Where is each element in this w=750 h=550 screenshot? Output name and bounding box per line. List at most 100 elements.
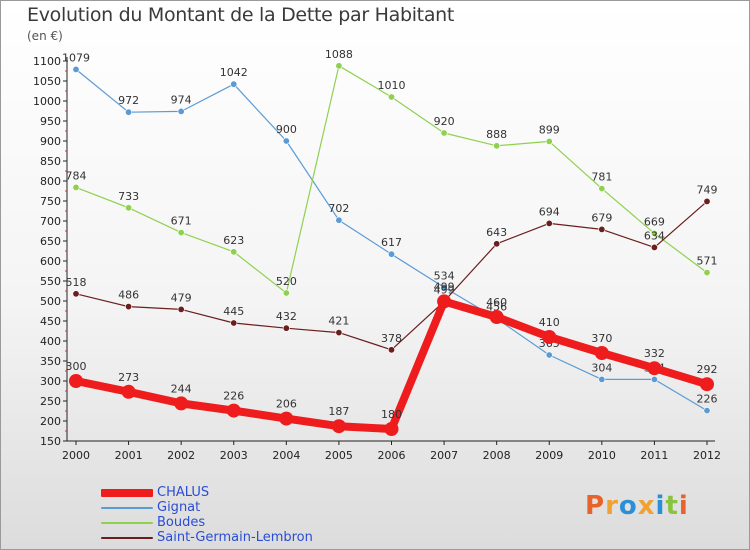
data-label-chalus: 499: [434, 280, 455, 293]
x-tick-label: 2002: [167, 449, 195, 462]
data-point-gignat: [177, 107, 185, 115]
data-point-gignat: [125, 108, 133, 116]
data-label-gignat: 456: [486, 301, 507, 314]
data-label-boudes: 888: [486, 128, 507, 141]
x-tick-label: 2000: [62, 449, 90, 462]
legend: CHALUS Gignat Boudes Saint-Germain-Lembron: [101, 485, 313, 545]
data-label-saint-germain-lembron: 378: [381, 332, 402, 345]
data-point-boudes: [703, 269, 711, 277]
data-label-saint-germain-lembron: 694: [539, 205, 560, 218]
data-label-boudes: 920: [434, 115, 455, 128]
data-label-chalus: 370: [591, 332, 612, 345]
x-tick-label: 2012: [693, 449, 721, 462]
logo-letter: r: [605, 491, 619, 521]
y-tick-label: 850: [40, 155, 61, 168]
data-label-chalus: 226: [223, 390, 244, 403]
data-label-boudes: 781: [591, 171, 612, 184]
legend-swatch: [101, 506, 153, 509]
y-tick-label: 150: [40, 435, 61, 448]
data-point-saint-germain-lembron: [125, 303, 133, 311]
data-point-saint-germain-lembron: [230, 319, 238, 327]
data-point-boudes: [72, 183, 80, 191]
data-label-saint-germain-lembron: 749: [697, 183, 718, 196]
data-label-boudes: 733: [118, 190, 139, 203]
data-label-chalus: 332: [644, 347, 665, 360]
data-point-gignat: [230, 80, 238, 88]
data-point-saint-germain-lembron: [282, 324, 290, 332]
data-label-gignat: 1079: [62, 51, 90, 64]
x-tick-label: 2008: [483, 449, 511, 462]
data-point-chalus: [542, 330, 557, 344]
data-point-saint-germain-lembron: [387, 346, 395, 354]
x-tick-label: 2009: [535, 449, 563, 462]
y-tick-label: 900: [40, 135, 61, 148]
data-point-boudes: [598, 185, 606, 193]
data-point-saint-germain-lembron: [598, 225, 606, 233]
data-label-boudes: 784: [66, 169, 87, 182]
data-point-saint-germain-lembron: [177, 305, 185, 313]
logo-letter: t: [665, 491, 679, 521]
data-point-chalus: [226, 403, 241, 418]
x-tick-label: 2006: [378, 449, 406, 462]
chart-unit: (en €): [27, 29, 63, 43]
data-label-chalus: 206: [276, 398, 297, 411]
data-point-gignat: [545, 351, 553, 359]
legend-swatch: [101, 536, 153, 539]
data-point-gignat: [335, 216, 343, 224]
x-tick-label: 2011: [640, 449, 668, 462]
legend-item-gignat: Gignat: [101, 500, 313, 515]
y-tick-label: 200: [40, 415, 61, 428]
data-point-boudes: [230, 248, 238, 256]
y-tick-label: 1050: [33, 75, 61, 88]
data-label-boudes: 669: [644, 215, 665, 228]
data-point-boudes: [335, 62, 343, 70]
data-label-chalus: 460: [486, 296, 507, 309]
x-tick-label: 2003: [220, 449, 248, 462]
data-label-chalus: 273: [118, 371, 139, 384]
data-label-boudes: 571: [697, 255, 718, 268]
data-point-saint-germain-lembron: [545, 219, 553, 227]
x-tick-label: 2004: [272, 449, 300, 462]
data-label-gignat: 900: [276, 123, 297, 136]
data-label-boudes: 899: [539, 123, 560, 136]
y-tick-label: 650: [40, 235, 61, 248]
y-tick-label: 1100: [33, 55, 61, 68]
data-label-gignat: 534: [434, 269, 455, 282]
data-point-saint-germain-lembron: [703, 197, 711, 205]
data-point-chalus: [594, 346, 609, 360]
data-label-chalus: 187: [328, 405, 349, 418]
legend-label: Boudes: [157, 515, 206, 530]
logo-letter: i: [678, 491, 689, 521]
data-point-chalus: [700, 377, 714, 392]
logo-letter: x: [637, 491, 656, 521]
data-point-boudes: [282, 289, 290, 297]
data-point-boudes: [387, 93, 395, 101]
data-label-saint-germain-lembron: 486: [118, 289, 139, 302]
x-tick-label: 2010: [588, 449, 616, 462]
data-label-saint-germain-lembron: 445: [223, 305, 244, 318]
chart-title: Evolution du Montant de la Dette par Hab…: [27, 4, 455, 26]
data-label-saint-germain-lembron: 634: [644, 229, 665, 242]
legend-item-saint-germain-lembron: Saint-Germain-Lembron: [101, 530, 313, 545]
y-tick-label: 550: [40, 275, 61, 288]
data-label-gignat: 702: [328, 202, 349, 215]
y-tick-label: 950: [40, 115, 61, 128]
data-label-boudes: 623: [223, 234, 244, 247]
data-point-gignat: [598, 375, 606, 383]
data-point-chalus: [174, 396, 189, 411]
data-point-gignat: [703, 407, 711, 415]
logo-letter: P: [585, 491, 606, 521]
data-label-chalus: 180: [381, 408, 402, 421]
data-point-chalus: [69, 374, 83, 388]
y-tick-label: 600: [40, 255, 61, 268]
data-label-saint-germain-lembron: 479: [171, 291, 192, 304]
data-label-boudes: 520: [276, 275, 297, 288]
y-tick-label: 450: [40, 315, 61, 328]
y-tick-label: 750: [40, 195, 61, 208]
data-point-saint-germain-lembron: [72, 290, 80, 298]
data-point-gignat: [72, 65, 80, 73]
legend-item-boudes: Boudes: [101, 515, 313, 530]
legend-label: Gignat: [157, 500, 201, 515]
